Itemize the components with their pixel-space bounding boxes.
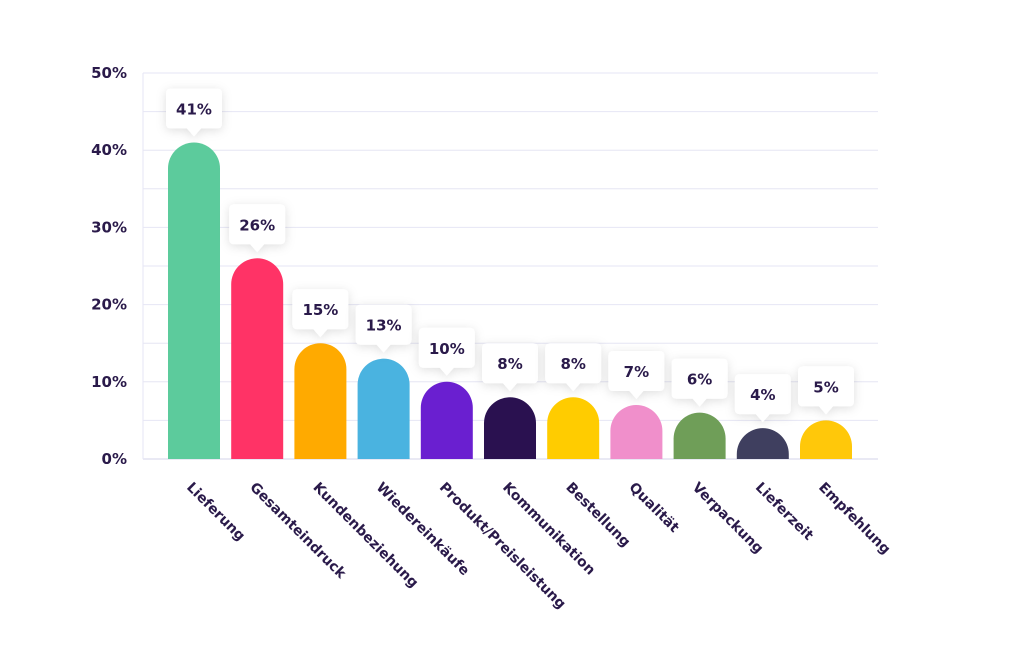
- category-label: Qualität: [626, 480, 683, 537]
- data-label-box: [229, 204, 286, 253]
- data-label-text: 7%: [624, 363, 649, 381]
- data-label-box: [418, 327, 475, 376]
- bar-gesamteindruck: [231, 258, 284, 459]
- data-label: 8%: [545, 343, 602, 392]
- y-axis-ticks: 0% 10% 20% 30% 40% 50%: [91, 64, 127, 468]
- data-label: 7%: [608, 350, 665, 399]
- data-label: 26%: [229, 204, 286, 253]
- data-label-text: 41%: [176, 100, 212, 118]
- data-label: 10%: [418, 327, 475, 376]
- data-label-text: 6%: [687, 371, 712, 389]
- data-label-text: 26%: [239, 216, 275, 234]
- category-label: Lieferzeit: [752, 480, 816, 544]
- bars: [168, 142, 852, 459]
- category-label: Lieferung: [183, 480, 248, 545]
- y-tick-label: 20%: [91, 296, 127, 314]
- data-label: 5%: [798, 366, 854, 415]
- data-label-text: 15%: [302, 301, 338, 319]
- data-label-box: [798, 366, 854, 415]
- bar-wiedereinkäufe: [357, 358, 410, 459]
- data-label-box: [608, 350, 665, 399]
- category-label: Kundenbeziehung: [310, 480, 422, 592]
- category-label: Empfehlung: [815, 480, 893, 558]
- bar-qualität: [610, 404, 663, 459]
- y-tick-label: 0%: [102, 450, 127, 468]
- bar-produkt-preisleistung: [420, 381, 473, 459]
- data-label: 8%: [482, 343, 538, 392]
- data-label-box: [166, 88, 222, 137]
- data-label-box: [292, 289, 349, 338]
- data-label-box: [545, 343, 602, 392]
- data-label-text: 8%: [497, 355, 522, 373]
- data-label: 15%: [292, 289, 349, 338]
- y-tick-label: 30%: [91, 218, 127, 236]
- data-label-box: [734, 374, 791, 423]
- bar-empfehlung: [800, 420, 852, 459]
- bar-bestellung: [547, 397, 600, 459]
- data-label: 41%: [166, 88, 222, 137]
- y-tick-label: 10%: [91, 373, 127, 391]
- data-label-text: 13%: [366, 317, 402, 335]
- category-label: Produkt/Preisleistung: [436, 480, 569, 613]
- data-label-text: 5%: [813, 378, 838, 396]
- data-label-text: 8%: [560, 355, 585, 373]
- bar-lieferung: [168, 142, 220, 459]
- y-tick-label: 50%: [91, 64, 127, 82]
- bar-kommunikation: [484, 397, 536, 459]
- bar-kundenbeziehung: [294, 343, 347, 459]
- data-label: 6%: [671, 358, 728, 407]
- data-label-text: 4%: [750, 386, 775, 404]
- category-label: Bestellung: [562, 480, 633, 551]
- category-labels: LieferungGesamteindruckKundenbeziehungWi…: [183, 480, 893, 613]
- data-label-box: [355, 304, 412, 353]
- data-labels: 41% 26% 15% 13% 10% 8% 8% 7% 6% 4% 5%: [166, 88, 854, 423]
- data-label-box: [671, 358, 728, 407]
- y-tick-label: 40%: [91, 141, 127, 159]
- bar-lieferzeit: [736, 428, 789, 459]
- data-label: 4%: [734, 374, 791, 423]
- data-label: 13%: [355, 304, 412, 353]
- bar-verpackung: [673, 412, 726, 459]
- data-label-text: 10%: [429, 340, 465, 358]
- data-label-box: [482, 343, 538, 392]
